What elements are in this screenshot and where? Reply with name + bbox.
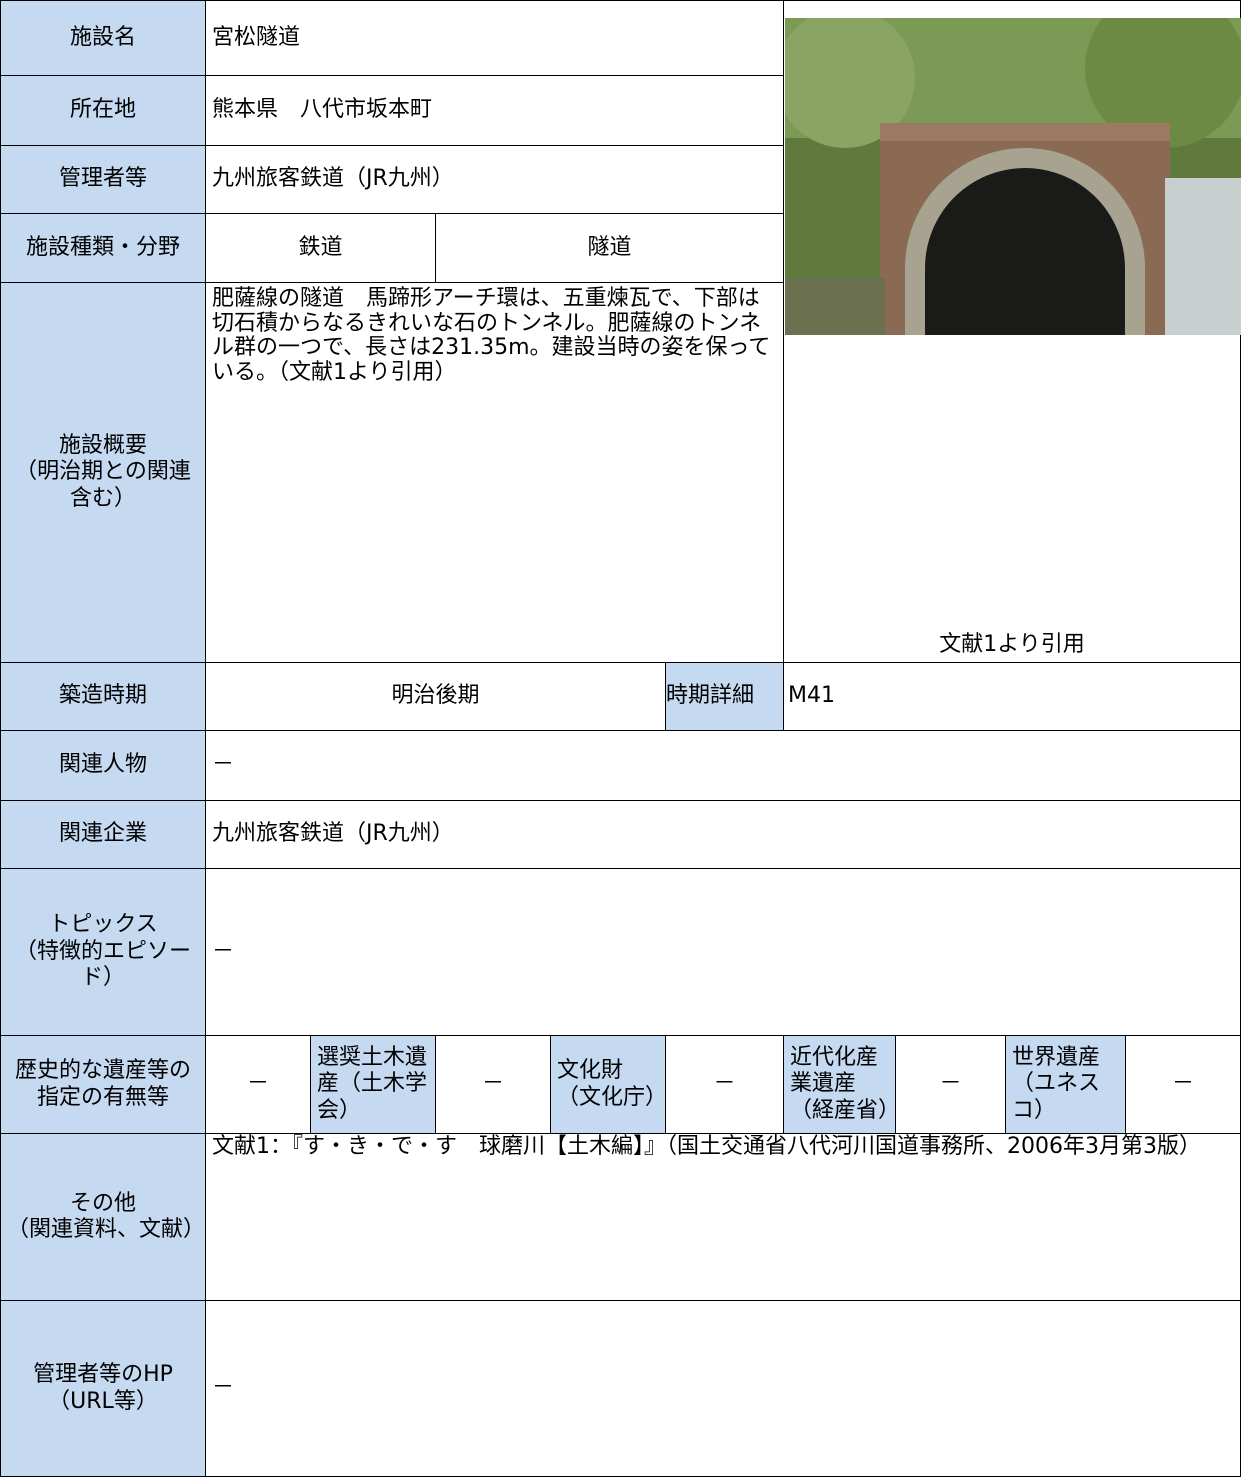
- label: 文化財（文化庁）: [550, 1035, 666, 1134]
- cell: 九州旅客鉄道（JR九州）: [205, 145, 784, 214]
- cell: 鉄道: [205, 213, 436, 283]
- cell: 宮松隧道: [205, 0, 784, 76]
- cell: －: [205, 1300, 1241, 1477]
- label: 築造時期: [0, 662, 206, 731]
- label: 時期詳細: [665, 662, 784, 731]
- cell: －: [205, 1035, 311, 1134]
- cell: 九州旅客鉄道（JR九州）: [205, 800, 1241, 869]
- label: 管理者等のHP （URL等）: [0, 1300, 206, 1477]
- label: その他 （関連資料、文献）: [0, 1133, 206, 1301]
- cell: －: [435, 1035, 551, 1134]
- label: 歴史的な遺産等の指定の有無等: [0, 1035, 206, 1134]
- label: トピックス （特徴的エピソード）: [0, 868, 206, 1036]
- cell: 明治後期: [205, 662, 666, 731]
- label: 管理者等: [0, 145, 206, 214]
- cell: －: [205, 730, 1241, 801]
- label: 施設名: [0, 0, 206, 76]
- cell: 肥薩線の隧道 馬蹄形アーチ環は、五重煉瓦で、下部は切石積からなるきれいな石のトン…: [205, 282, 784, 663]
- cell: －: [895, 1035, 1006, 1134]
- label: 近代化産業遺産（経産省）: [783, 1035, 896, 1134]
- cell: －: [1125, 1035, 1241, 1134]
- label: 関連企業: [0, 800, 206, 869]
- caption: 文献1より引用: [939, 631, 1085, 657]
- cell: 熊本県 八代市坂本町: [205, 75, 784, 146]
- cell: 文献1：『す・き・で・す 球磨川【土木編】』（国土交通省八代河川国道事務所、20…: [205, 1133, 1241, 1301]
- label: 施設概要 （明治期との関連含む）: [0, 282, 206, 663]
- photo: [785, 18, 1241, 335]
- label: 施設種類・分野: [0, 213, 206, 283]
- label: 世界遺産（ユネスコ）: [1005, 1035, 1126, 1134]
- label: 所在地: [0, 75, 206, 146]
- cell: M41: [783, 662, 1241, 731]
- label: 関連人物: [0, 730, 206, 801]
- cell: 隧道: [435, 213, 784, 283]
- cell: －: [205, 868, 1241, 1036]
- cell: －: [665, 1035, 784, 1134]
- label: 選奨土木遺産（土木学会）: [310, 1035, 436, 1134]
